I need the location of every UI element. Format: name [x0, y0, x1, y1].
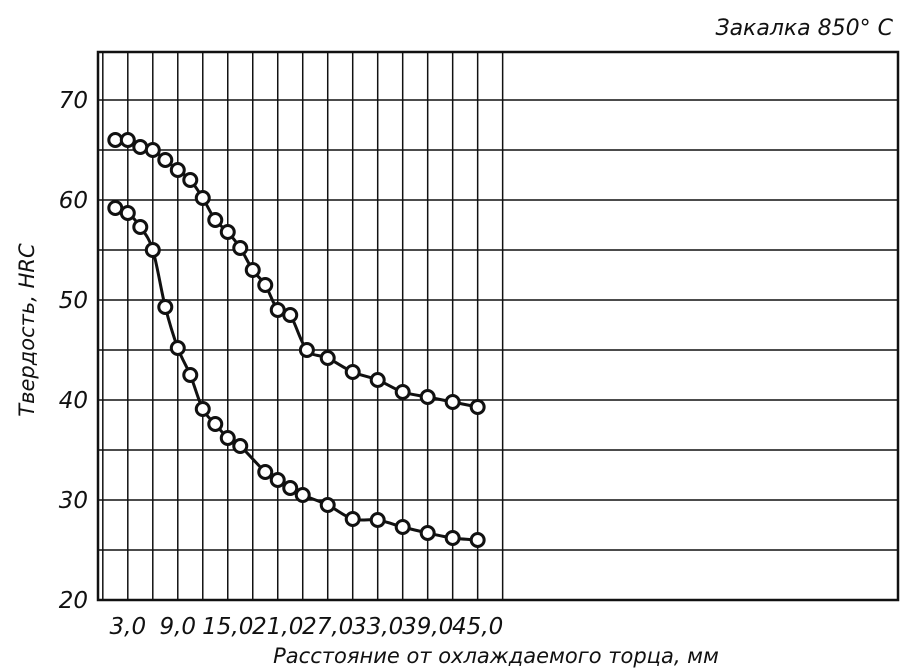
y-tick-label: 20 [59, 588, 88, 614]
x-tick-label: 27,0 [302, 614, 353, 640]
data-point-series-2 [282, 480, 299, 496]
data-point-series-2 [269, 472, 286, 488]
data-point-series-2 [219, 430, 236, 446]
data-point-series-1 [119, 132, 136, 148]
data-point-series-1 [319, 350, 336, 366]
data-point-series-2 [207, 416, 224, 432]
x-axis-ticks: 3,0 9,0 15,021,027,033,039,045,0 [110, 614, 504, 640]
x-tick-label: 33,0 [352, 614, 403, 640]
y-tick-label: 30 [59, 488, 88, 514]
data-point-series-2 [182, 367, 199, 383]
data-point-series-1 [369, 372, 386, 388]
data-point-series-2 [194, 401, 211, 417]
data-point-series-1 [144, 142, 161, 158]
data-point-series-1 [207, 212, 224, 228]
data-point-series-2 [369, 512, 386, 528]
data-point-series-1 [282, 307, 299, 323]
series-line-1 [113, 137, 480, 409]
data-point-series-2 [419, 525, 436, 541]
data-point-series-2 [344, 511, 361, 527]
data-point-series-1 [394, 384, 411, 400]
x-tick-label: 9,0 [159, 614, 196, 640]
series-line-2 [113, 206, 480, 542]
data-point-series-2 [119, 205, 136, 221]
data-point-series-1 [232, 240, 249, 256]
x-axis-label: Расстояние от охлаждаемого торца, мм [273, 644, 719, 668]
y-tick-label: 50 [59, 288, 88, 314]
data-point-series-1 [257, 277, 274, 293]
x-tick-label: 39,0 [402, 614, 453, 640]
data-point-series-1 [298, 342, 315, 358]
data-point-series-1 [182, 172, 199, 188]
y-axis-label: Твердость, HRC [15, 243, 39, 417]
data-point-series-1 [219, 224, 236, 240]
data-point-series-1 [444, 394, 461, 410]
data-point-series-1 [194, 190, 211, 206]
data-point-series-1 [469, 399, 486, 415]
y-axis-ticks: 20 30 40 50 60 70 [59, 88, 88, 614]
data-point-series-2 [157, 299, 174, 315]
y-tick-label: 70 [59, 88, 88, 114]
data-point-series-1 [169, 162, 186, 178]
data-point-series-2 [169, 340, 186, 356]
grid [98, 52, 898, 600]
data-point-series-2 [319, 497, 336, 513]
data-point-series-2 [444, 530, 461, 546]
y-tick-label: 60 [59, 188, 88, 214]
data-point-series-1 [132, 139, 149, 155]
plot-frame [96, 50, 900, 602]
data-point-series-1 [344, 364, 361, 380]
data-point-series-2 [294, 487, 311, 503]
data-point-series-1 [244, 262, 261, 278]
series-group [107, 132, 486, 548]
y-tick-label: 40 [59, 388, 88, 414]
data-point-series-2 [394, 519, 411, 535]
data-point-series-1 [157, 152, 174, 168]
data-point-series-2 [469, 532, 486, 548]
x-tick-label: 3,0 [110, 614, 147, 640]
data-point-series-2 [257, 464, 274, 480]
x-tick-label: 45,0 [452, 614, 503, 640]
data-point-series-2 [144, 242, 161, 258]
x-tick-label: 15,0 [202, 614, 253, 640]
data-point-series-2 [132, 219, 149, 235]
chart-title: Закалка 850° С [715, 16, 893, 41]
data-point-series-2 [232, 438, 249, 454]
x-tick-label: 21,0 [252, 614, 303, 640]
data-point-series-1 [419, 389, 436, 405]
